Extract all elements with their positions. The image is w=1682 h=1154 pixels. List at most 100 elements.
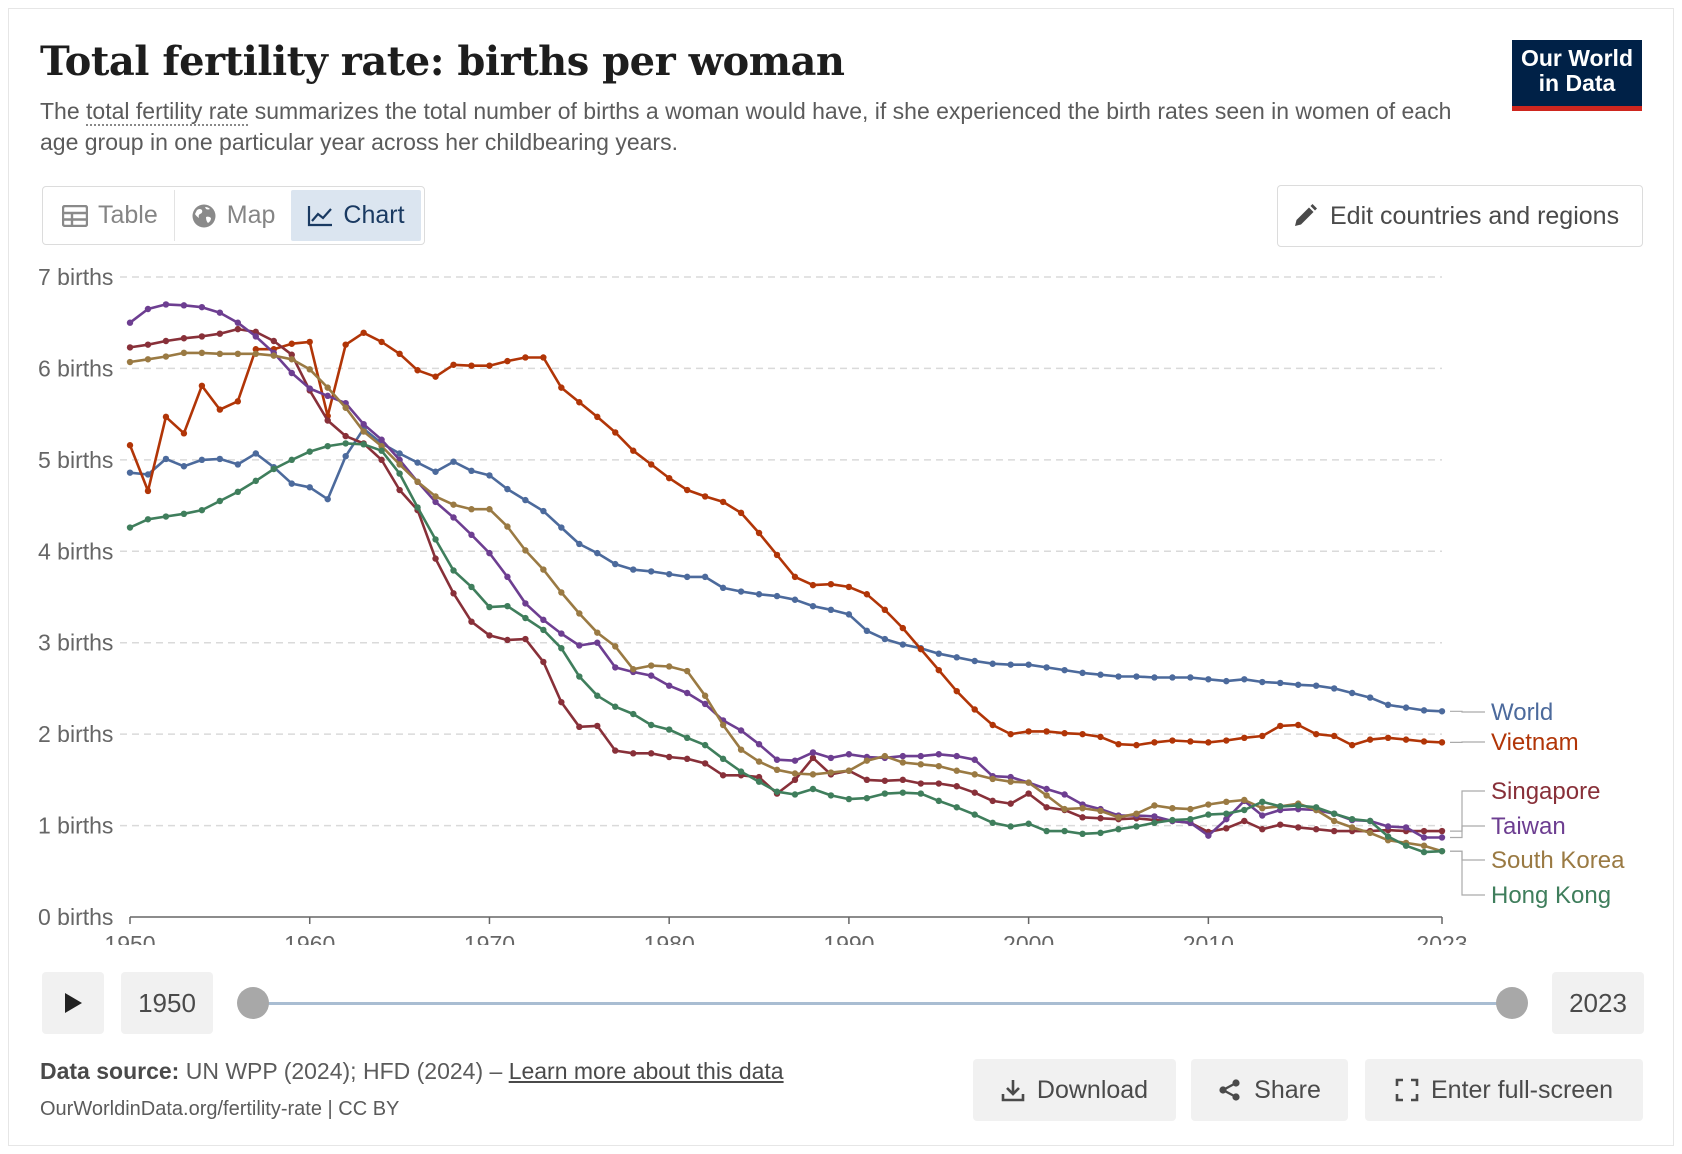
- data-point-singapore: [791, 776, 799, 784]
- data-point-world: [216, 455, 224, 463]
- data-point-vietnam: [809, 581, 817, 589]
- data-point-taiwan: [144, 305, 152, 313]
- legend-connector-hong-kong: [1450, 850, 1485, 896]
- data-point-vietnam: [144, 487, 152, 495]
- data-point-hong-kong: [342, 440, 349, 447]
- tab-chart[interactable]: Chart: [291, 190, 421, 241]
- data-point-taiwan: [558, 630, 565, 637]
- tab-map[interactable]: Map: [173, 190, 292, 241]
- data-point-vietnam: [1007, 730, 1014, 738]
- x-tick-label: 1970: [464, 931, 515, 945]
- data-point-vietnam: [522, 354, 529, 361]
- data-point-hong-kong: [1384, 833, 1392, 840]
- data-point-taiwan: [1043, 785, 1050, 793]
- data-point-hong-kong: [1169, 816, 1176, 824]
- data-point-world: [791, 596, 799, 603]
- data-point-taiwan: [522, 600, 529, 607]
- data-point-world: [737, 588, 745, 595]
- data-point-south-korea: [863, 757, 871, 764]
- data-point-world: [648, 568, 655, 575]
- data-point-singapore: [1007, 800, 1014, 807]
- data-point-south-korea: [1259, 805, 1266, 812]
- download-button[interactable]: Download: [973, 1059, 1176, 1121]
- data-point-singapore: [486, 632, 493, 639]
- data-point-taiwan: [288, 369, 295, 377]
- data-point-hong-kong: [827, 792, 835, 799]
- owid-logo[interactable]: Our World in Data: [1512, 40, 1642, 111]
- data-point-taiwan: [612, 664, 619, 671]
- data-point-south-korea: [468, 506, 475, 513]
- series-line-hong-kong: [129, 442, 1443, 854]
- data-point-south-korea: [683, 667, 691, 675]
- y-tick-label: 1 births: [38, 813, 113, 839]
- legend-label-vietnam: Vietnam: [1491, 729, 1579, 756]
- data-point-singapore: [1223, 825, 1230, 832]
- share-icon: [1219, 1079, 1240, 1101]
- data-point-taiwan: [1420, 834, 1428, 841]
- pencil-icon: [1295, 204, 1317, 226]
- data-point-world: [576, 540, 583, 548]
- edit-countries-button[interactable]: Edit countries and regions: [1277, 185, 1643, 247]
- data-point-singapore: [953, 783, 960, 790]
- data-point-world: [665, 570, 673, 578]
- data-point-hong-kong: [1151, 819, 1158, 827]
- data-point-hong-kong: [1115, 826, 1122, 833]
- data-point-singapore: [540, 658, 547, 666]
- play-button[interactable]: [42, 972, 104, 1034]
- data-point-south-korea: [324, 384, 331, 391]
- data-point-taiwan: [216, 309, 224, 316]
- data-point-south-korea: [234, 350, 242, 357]
- data-point-taiwan: [971, 756, 978, 763]
- data-point-vietnam: [450, 361, 457, 368]
- data-point-vietnam: [1402, 736, 1410, 743]
- data-point-hong-kong: [180, 510, 188, 517]
- timeline-end-handle[interactable]: [1496, 987, 1528, 1019]
- data-point-vietnam: [1205, 739, 1212, 746]
- data-point-vietnam: [881, 606, 889, 613]
- data-point-south-korea: [1115, 814, 1122, 821]
- data-point-south-korea: [1133, 810, 1140, 817]
- timeline-track[interactable]: [253, 1002, 1511, 1005]
- data-point-hong-kong: [198, 506, 206, 514]
- data-point-hong-kong: [935, 797, 942, 805]
- data-point-hong-kong: [432, 536, 439, 543]
- data-point-taiwan: [576, 642, 583, 649]
- data-point-hong-kong: [1277, 803, 1284, 810]
- series-line-singapore: [129, 327, 1442, 834]
- data-point-world: [630, 566, 637, 573]
- data-point-singapore: [288, 351, 295, 358]
- data-point-taiwan: [234, 319, 242, 326]
- timeline-start-year[interactable]: 1950: [121, 972, 213, 1034]
- data-point-world: [935, 650, 942, 657]
- fullscreen-button[interactable]: Enter full-screen: [1365, 1059, 1643, 1121]
- timeline-start-handle[interactable]: [237, 987, 269, 1019]
- data-point-world: [1133, 673, 1140, 680]
- data-point-south-korea: [755, 758, 763, 765]
- tfr-definition-link[interactable]: total fertility rate: [86, 98, 249, 126]
- data-point-south-korea: [594, 629, 601, 636]
- tab-table[interactable]: Table: [46, 190, 174, 241]
- share-button[interactable]: Share: [1191, 1059, 1348, 1121]
- data-point-taiwan: [360, 421, 367, 428]
- learn-more-link[interactable]: Learn more about this data: [508, 1058, 784, 1084]
- y-tick-label: 7 births: [38, 264, 113, 290]
- subtitle-text-post: summarizes the total number of births a …: [40, 98, 1452, 155]
- data-point-vietnam: [1025, 728, 1032, 735]
- data-point-singapore: [1259, 826, 1266, 833]
- data-point-world: [827, 606, 835, 613]
- data-point-south-korea: [342, 404, 349, 411]
- data-point-vietnam: [1438, 739, 1446, 746]
- data-point-south-korea: [396, 461, 403, 468]
- data-point-hong-kong: [737, 768, 745, 775]
- data-point-hong-kong: [773, 788, 781, 795]
- globe-icon: [192, 204, 216, 227]
- timeline-end-year[interactable]: 2023: [1552, 972, 1644, 1034]
- data-point-world: [486, 472, 493, 479]
- data-point-world: [989, 660, 996, 667]
- data-point-south-korea: [1205, 801, 1212, 808]
- data-point-hong-kong: [1097, 829, 1104, 837]
- data-point-hong-kong: [845, 795, 853, 803]
- data-point-south-korea: [432, 493, 439, 500]
- data-point-taiwan: [648, 672, 655, 679]
- data-point-vietnam: [486, 362, 493, 369]
